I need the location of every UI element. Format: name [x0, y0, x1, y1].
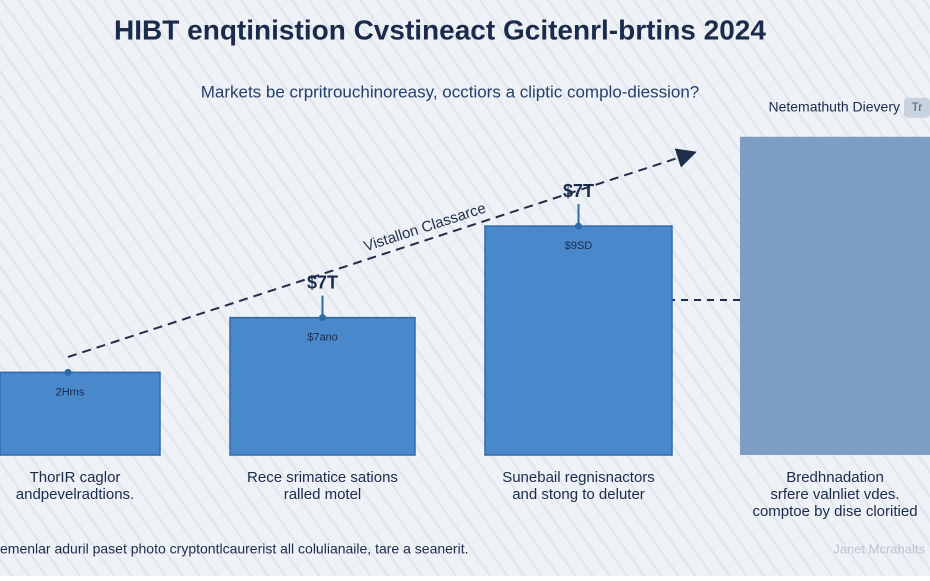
x-tick-label: Rece srimatice sations	[247, 469, 398, 486]
subtitle: Markets be crpritrouchinoreasy, occtiors…	[201, 82, 700, 101]
bar-top-label: Netemathuth Dievery	[768, 98, 900, 114]
bar	[740, 136, 930, 455]
bar-top-label: $7T	[307, 272, 338, 292]
x-tick-label: srfere valnliet vdes.	[770, 486, 899, 503]
watermark: Janet Mcrahalts	[833, 541, 925, 556]
x-tick-label: and stong to deluter	[512, 486, 645, 503]
bar-top-label: $7T	[563, 181, 594, 201]
bar	[484, 225, 673, 456]
x-tick-label: ThorIR caglor	[30, 469, 121, 486]
bar-inner-label: 2Hms	[56, 386, 85, 398]
trend-arrow	[67, 148, 697, 358]
badge: Tr	[912, 100, 923, 114]
bar	[0, 371, 161, 456]
badge-box	[904, 97, 930, 118]
chart-title: HIBT enqtinistion Cvstineact Gcitenrl-br…	[114, 14, 766, 45]
bar-inner-label: $7ano	[307, 332, 338, 344]
label-dot	[319, 314, 326, 322]
x-tick-label: Sunebail regnisnactors	[502, 469, 655, 486]
bar	[229, 316, 416, 456]
label-dot	[64, 368, 72, 376]
bar-inner-label: $9SD	[565, 240, 593, 252]
x-tick-label: Bredhnadation	[786, 469, 884, 486]
x-tick-label: andpevelradtions.	[16, 486, 134, 503]
x-tick-label: ralled motel	[284, 486, 362, 503]
x-tick-label: comptoe by dise cloritied	[752, 503, 917, 520]
footer: emenlar aduril paset photo cryptontlcaur…	[0, 541, 468, 557]
label-dot	[575, 222, 582, 230]
